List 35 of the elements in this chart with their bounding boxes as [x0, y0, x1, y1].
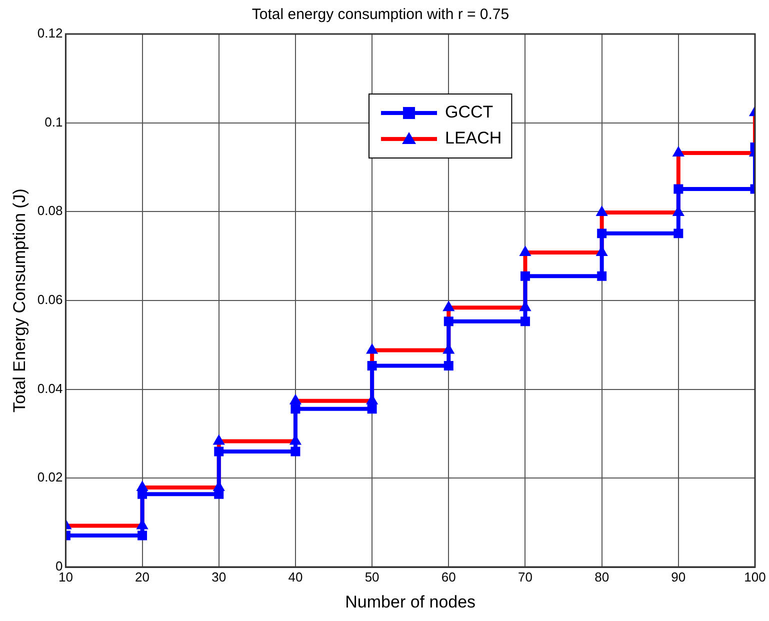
- x-tick-label: 50: [364, 569, 380, 584]
- x-tick-label: 80: [594, 569, 610, 584]
- x-tick-label: 100: [744, 569, 766, 584]
- y-tick-label: 0.04: [37, 380, 63, 396]
- x-tick-label: 70: [518, 569, 532, 584]
- legend-label: LEACH: [445, 128, 502, 148]
- y-tick-label: 0.02: [37, 470, 63, 485]
- point: [290, 404, 300, 414]
- chart-title: Total energy consumption with r = 0.75: [252, 6, 510, 24]
- point: [138, 530, 148, 540]
- y-axis-title: Total Energy Consumption (J): [10, 188, 29, 412]
- x-tick-label: 30: [212, 569, 226, 584]
- y-tick-label: 0.12: [37, 26, 63, 41]
- point: [520, 271, 530, 281]
- x-tick-label: 40: [288, 569, 303, 584]
- point: [367, 404, 377, 414]
- point: [597, 228, 607, 238]
- x-tick-label: 90: [671, 569, 686, 584]
- point: [520, 316, 530, 326]
- x-tick-label: 60: [441, 569, 456, 584]
- point: [674, 228, 684, 238]
- x-axis-title: Number of nodes: [345, 592, 476, 612]
- y-tick-label: 0: [55, 558, 63, 574]
- point: [290, 446, 300, 456]
- point: [674, 184, 684, 194]
- point: [444, 361, 454, 371]
- y-tick-label: 0.06: [37, 292, 63, 308]
- y-tick-label: 0.08: [37, 203, 63, 218]
- point: [367, 361, 377, 371]
- legend-label: GCCT: [445, 102, 494, 122]
- point: [214, 446, 224, 456]
- y-tick-label: 0.1: [44, 114, 63, 130]
- point: [597, 271, 607, 281]
- point: [444, 316, 454, 326]
- x-tick-label: 20: [135, 569, 150, 584]
